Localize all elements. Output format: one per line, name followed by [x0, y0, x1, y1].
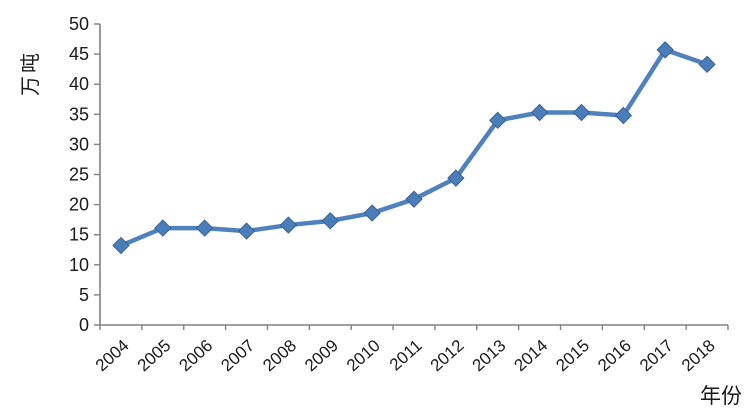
x-tick-label: 2012	[427, 336, 468, 375]
data-point-2012	[447, 169, 465, 187]
x-tick-label: 2005	[134, 336, 175, 375]
x-tick-label: 2009	[301, 336, 342, 375]
x-tick-label: 2015	[552, 336, 593, 375]
data-point-2016	[614, 106, 633, 125]
data-point-2007	[237, 222, 256, 240]
x-tick-label: 2010	[343, 336, 384, 375]
x-tick-label: 2018	[678, 336, 719, 375]
data-point-2013	[489, 111, 507, 130]
x-axis-title: 年份	[700, 384, 742, 408]
y-tick-label: 5	[79, 285, 89, 305]
x-tick-label: 2011	[386, 336, 426, 375]
data-point-2006	[195, 219, 214, 237]
series-line	[120, 47, 708, 248]
x-tick-label: 2007	[217, 336, 258, 375]
data-point-2010	[363, 204, 381, 222]
data-point-2011	[405, 190, 423, 208]
y-tick-label: 10	[69, 255, 89, 275]
x-tick-label: 2013	[469, 336, 510, 375]
x-tick-label: 2016	[594, 336, 635, 375]
y-tick-label: 40	[69, 74, 89, 94]
data-point-2015	[572, 103, 591, 122]
y-axis-title: 万吨	[20, 50, 42, 96]
data-point-2008	[279, 216, 298, 234]
data-point-2005	[154, 219, 172, 237]
data-point-2009	[321, 212, 339, 230]
x-tick-label: 2004	[92, 336, 133, 375]
y-tick-label: 35	[69, 104, 89, 124]
y-tick-label: 15	[69, 225, 89, 245]
data-point-2017	[656, 41, 674, 59]
x-tick-label: 2006	[176, 336, 217, 375]
x-tick-label: 2017	[636, 336, 677, 375]
y-tick-label: 20	[69, 195, 89, 215]
y-tick-label: 0	[79, 315, 89, 335]
y-tick-label: 25	[69, 165, 89, 185]
x-tick-label: 2008	[259, 336, 300, 375]
y-tick-label: 30	[69, 134, 89, 154]
data-point-2004	[112, 236, 130, 255]
data-point-2014	[530, 103, 549, 122]
data-point-2018	[698, 55, 716, 74]
y-tick-label: 45	[69, 44, 89, 64]
x-tick-label: 2014	[510, 336, 551, 375]
y-tick-label: 50	[69, 14, 89, 34]
